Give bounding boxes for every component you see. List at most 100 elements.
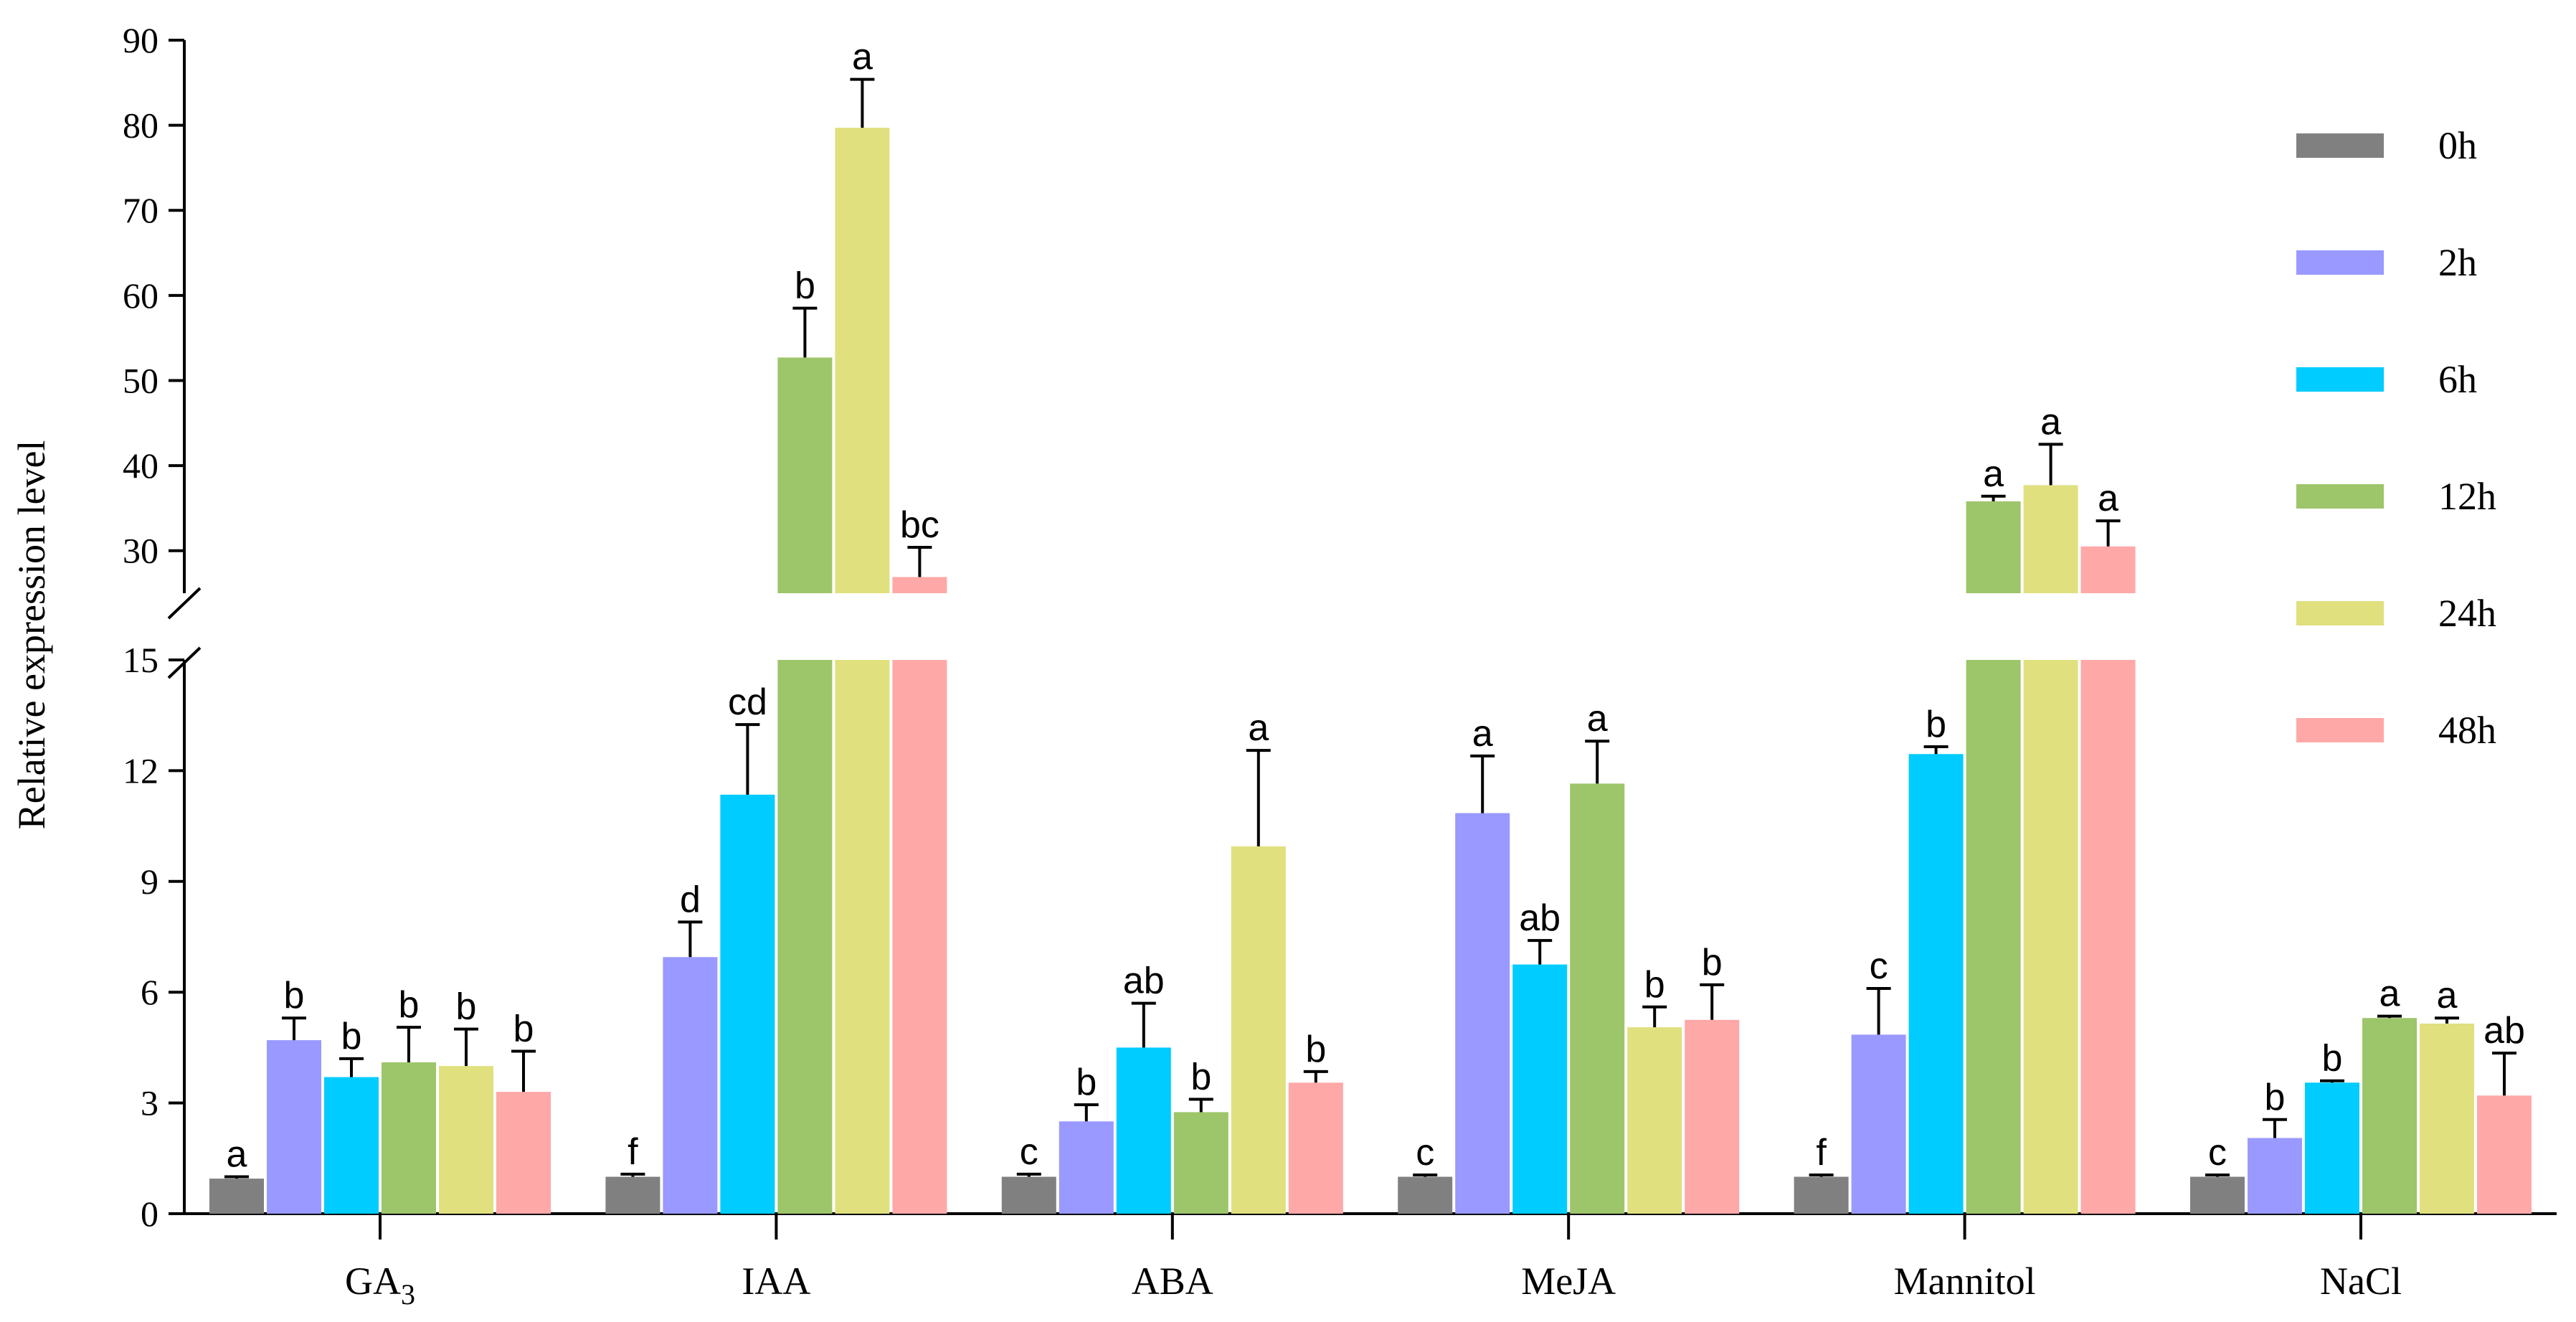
legend-label: 2h <box>2438 241 2477 284</box>
significance-label: c <box>1020 1131 1038 1173</box>
bar <box>1173 1112 1228 1214</box>
y-tick-label: 6 <box>141 972 158 1012</box>
significance-label: f <box>1816 1132 1827 1174</box>
bar <box>663 957 718 1214</box>
significance-label: c <box>1870 945 1888 987</box>
axis-break-mark <box>167 646 202 679</box>
significance-label: b <box>1702 942 1723 983</box>
legend-swatch <box>2296 718 2384 742</box>
significance-label: b <box>399 984 420 1026</box>
significance-label: f <box>628 1131 638 1173</box>
y-tick-label: 3 <box>141 1083 158 1123</box>
significance-label: bc <box>900 504 939 546</box>
significance-label: b <box>1190 1056 1211 1097</box>
bar <box>2190 1176 2245 1214</box>
x-tick-label: ABA <box>1132 1260 1213 1303</box>
legend-label: 48h <box>2438 709 2496 752</box>
legend-label: 24h <box>2438 592 2496 635</box>
bar <box>892 577 947 593</box>
bar <box>209 1179 264 1214</box>
significance-label: b <box>1076 1062 1097 1103</box>
bar <box>1059 1121 1114 1214</box>
significance-label: b <box>2265 1077 2286 1118</box>
bar <box>1794 1176 1849 1214</box>
legend-label: 12h <box>2438 475 2496 518</box>
y-axis: 0 3 6 9 12 15 30 40 50 60 70 80 90 <box>123 20 202 1234</box>
y-tick-label: 50 <box>123 360 158 400</box>
bar <box>2080 546 2136 593</box>
significance-label: ab <box>1123 960 1165 1002</box>
significance-label: d <box>680 879 701 920</box>
y-axis-label: Relative expression level <box>10 440 53 830</box>
bar <box>892 660 947 1214</box>
y-tick-label: 15 <box>123 640 158 680</box>
significance-label: b <box>284 975 305 1016</box>
y-tick-label: 90 <box>123 20 158 60</box>
significance-label: a <box>1587 698 1608 740</box>
bar <box>835 660 890 1214</box>
significance-label: b <box>1926 704 1946 745</box>
y-tick-label: 9 <box>141 861 158 902</box>
bar <box>2477 1095 2532 1214</box>
legend-label: 6h <box>2438 358 2477 401</box>
significance-label: a <box>227 1134 247 1176</box>
significance-label: a <box>2098 478 2118 519</box>
bar <box>2362 1018 2417 1214</box>
y-tick-label: 40 <box>123 445 158 486</box>
significance-label: b <box>513 1009 534 1050</box>
bar <box>1231 846 1286 1214</box>
significance-label: cd <box>728 681 767 723</box>
y-tick-label: 70 <box>123 190 158 230</box>
bar <box>1685 1019 1740 1214</box>
bar <box>267 1040 321 1214</box>
legend-swatch <box>2296 250 2384 275</box>
bar <box>2023 485 2078 593</box>
x-tick-label: MeJA <box>1521 1260 1616 1303</box>
significance-label: a <box>1248 707 1269 749</box>
bar <box>1116 1047 1171 1214</box>
axis-break-mark <box>167 587 202 620</box>
y-tick-label: 60 <box>123 275 158 316</box>
bar <box>1512 964 1568 1214</box>
y-tick-label: 12 <box>123 750 158 790</box>
significance-label: b <box>795 265 815 307</box>
significance-label: b <box>341 1016 362 1057</box>
significance-label: b <box>2322 1038 2343 1080</box>
bar <box>1288 1082 1343 1214</box>
bar <box>1570 783 1625 1214</box>
significance-label: a <box>2437 975 2458 1016</box>
bar <box>1455 813 1510 1214</box>
bar <box>1398 1176 1453 1214</box>
bar <box>720 794 775 1214</box>
significance-label: ab <box>2483 1010 2525 1052</box>
significance-label: c <box>2208 1132 2227 1174</box>
significance-label: a <box>2040 401 2061 443</box>
bar <box>382 1062 436 1214</box>
significance-label: a <box>1983 453 2004 495</box>
bar <box>777 660 833 1214</box>
legend-swatch <box>2296 484 2384 509</box>
bar <box>835 128 890 594</box>
significance-label: b <box>1305 1029 1326 1070</box>
bar <box>1966 501 2021 593</box>
legend-swatch <box>2296 367 2384 392</box>
x-tick-label: Mannitol <box>1894 1260 2036 1303</box>
bar <box>496 1092 551 1214</box>
x-tick-label: NaCl <box>2320 1260 2402 1303</box>
bar <box>439 1066 493 1214</box>
legend-label: 0h <box>2438 124 2477 167</box>
x-tick-label: GA3 <box>345 1260 415 1311</box>
bar <box>777 357 833 593</box>
bar <box>1908 754 1964 1214</box>
significance-label: b <box>456 986 477 1028</box>
y-tick-label: 30 <box>123 531 158 571</box>
bar <box>2080 660 2136 1214</box>
legend-swatch <box>2296 133 2384 158</box>
bar <box>1851 1034 1906 1214</box>
y-tick-label: 0 <box>141 1194 158 1234</box>
legend-swatch <box>2296 601 2384 625</box>
significance-label: b <box>1644 964 1665 1006</box>
significance-label: a <box>2380 973 2400 1015</box>
